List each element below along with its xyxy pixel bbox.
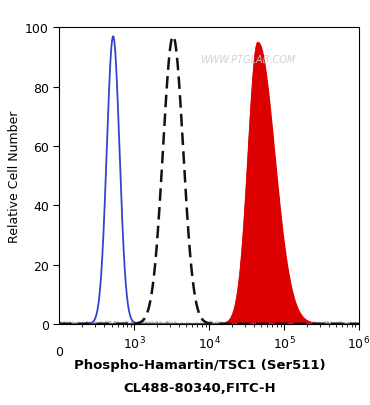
Text: 0: 0 (55, 345, 63, 358)
Text: CL488-80340,FITC-H: CL488-80340,FITC-H (124, 381, 276, 394)
Text: Phospho-Hamartin/TSC1 (Ser511): Phospho-Hamartin/TSC1 (Ser511) (74, 358, 326, 371)
Text: WWW.PTGLAB.COM: WWW.PTGLAB.COM (201, 55, 296, 65)
Y-axis label: Relative Cell Number: Relative Cell Number (8, 110, 21, 242)
